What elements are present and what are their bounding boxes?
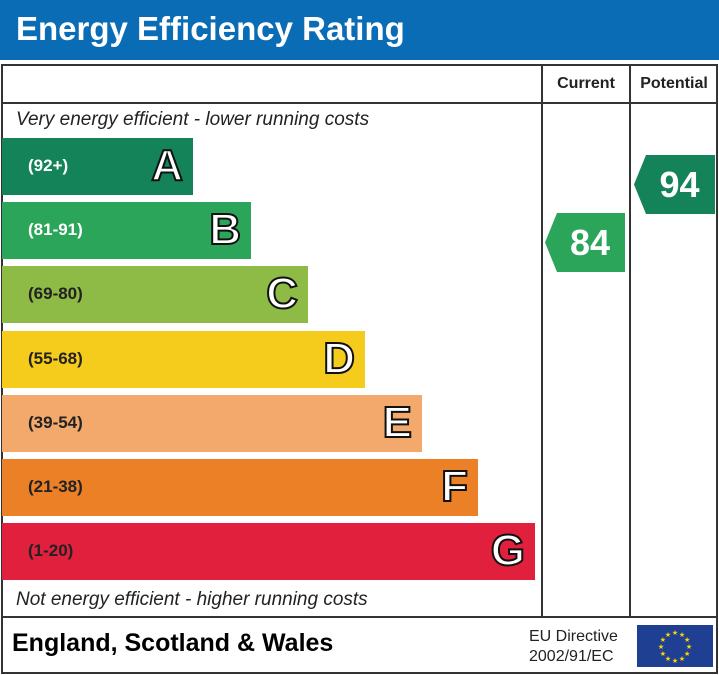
rating-bar-f: (21-38) F: [2, 459, 478, 516]
divider: [1, 616, 718, 618]
star-icon: ★: [658, 643, 664, 651]
title-banner: Energy Efficiency Rating: [0, 0, 719, 60]
current-column-header: Current: [557, 75, 615, 92]
bar-letter: A: [150, 140, 184, 191]
directive-line1: EU Directive: [529, 628, 618, 645]
rating-bar-g: (1-20) G: [2, 523, 535, 580]
rating-bar-d: (55-68) D: [2, 331, 365, 388]
rating-bar-e: (39-54) E: [2, 395, 422, 452]
divider: [541, 64, 543, 618]
page-title: Energy Efficiency Rating: [16, 10, 405, 47]
star-icon: ★: [672, 657, 678, 665]
bottom-note: Not energy efficient - higher running co…: [16, 589, 368, 610]
bar-letter: C: [265, 268, 299, 319]
bar-letter: G: [490, 525, 526, 576]
eu-flag-icon: ★★★★★★★★★ ★ ★★: [637, 625, 713, 667]
bar-letter: F: [440, 461, 469, 512]
current-rating-arrow: 84: [545, 213, 625, 272]
bar-letter: E: [382, 397, 413, 448]
star-icon: ★: [684, 650, 690, 658]
bar-range-label: (81-91): [28, 220, 83, 239]
directive-line2: 2002/91/EC: [529, 648, 614, 665]
bar-range-label: (1-20): [28, 541, 74, 560]
region-label: England, Scotland & Wales: [12, 629, 334, 657]
potential-rating-arrow: 94: [634, 155, 715, 214]
top-note: Very energy efficient - lower running co…: [16, 109, 370, 130]
divider: [1, 102, 718, 104]
star-icon: ★: [684, 636, 690, 644]
star-icon: ★: [660, 650, 666, 658]
star-icon: ★: [672, 629, 678, 637]
bar-range-label: (39-54): [28, 413, 83, 432]
star-icon: ★: [686, 643, 692, 651]
bar-range-label: (55-68): [28, 349, 83, 368]
star-icon: ★: [679, 631, 685, 639]
rating-bar-a: (92+) A: [2, 138, 193, 195]
bar-range-label: (92+): [28, 156, 69, 175]
star-icon: ★: [665, 655, 671, 663]
bar-letter: D: [322, 333, 356, 384]
rating-bar-b: (81-91) B: [2, 202, 251, 259]
bar-range-label: (69-80): [28, 284, 83, 303]
eu-directive: EU Directive 2002/91/EC: [529, 627, 618, 667]
star-icon: ★: [660, 636, 666, 644]
divider: [629, 64, 631, 618]
star-icon: ★: [665, 631, 671, 639]
rating-bar-c: (69-80) C: [2, 266, 308, 323]
star-icon: ★: [679, 655, 685, 663]
potential-column-header: Potential: [640, 75, 708, 92]
bar-range-label: (21-38): [28, 477, 83, 496]
bar-letter: B: [208, 204, 242, 255]
